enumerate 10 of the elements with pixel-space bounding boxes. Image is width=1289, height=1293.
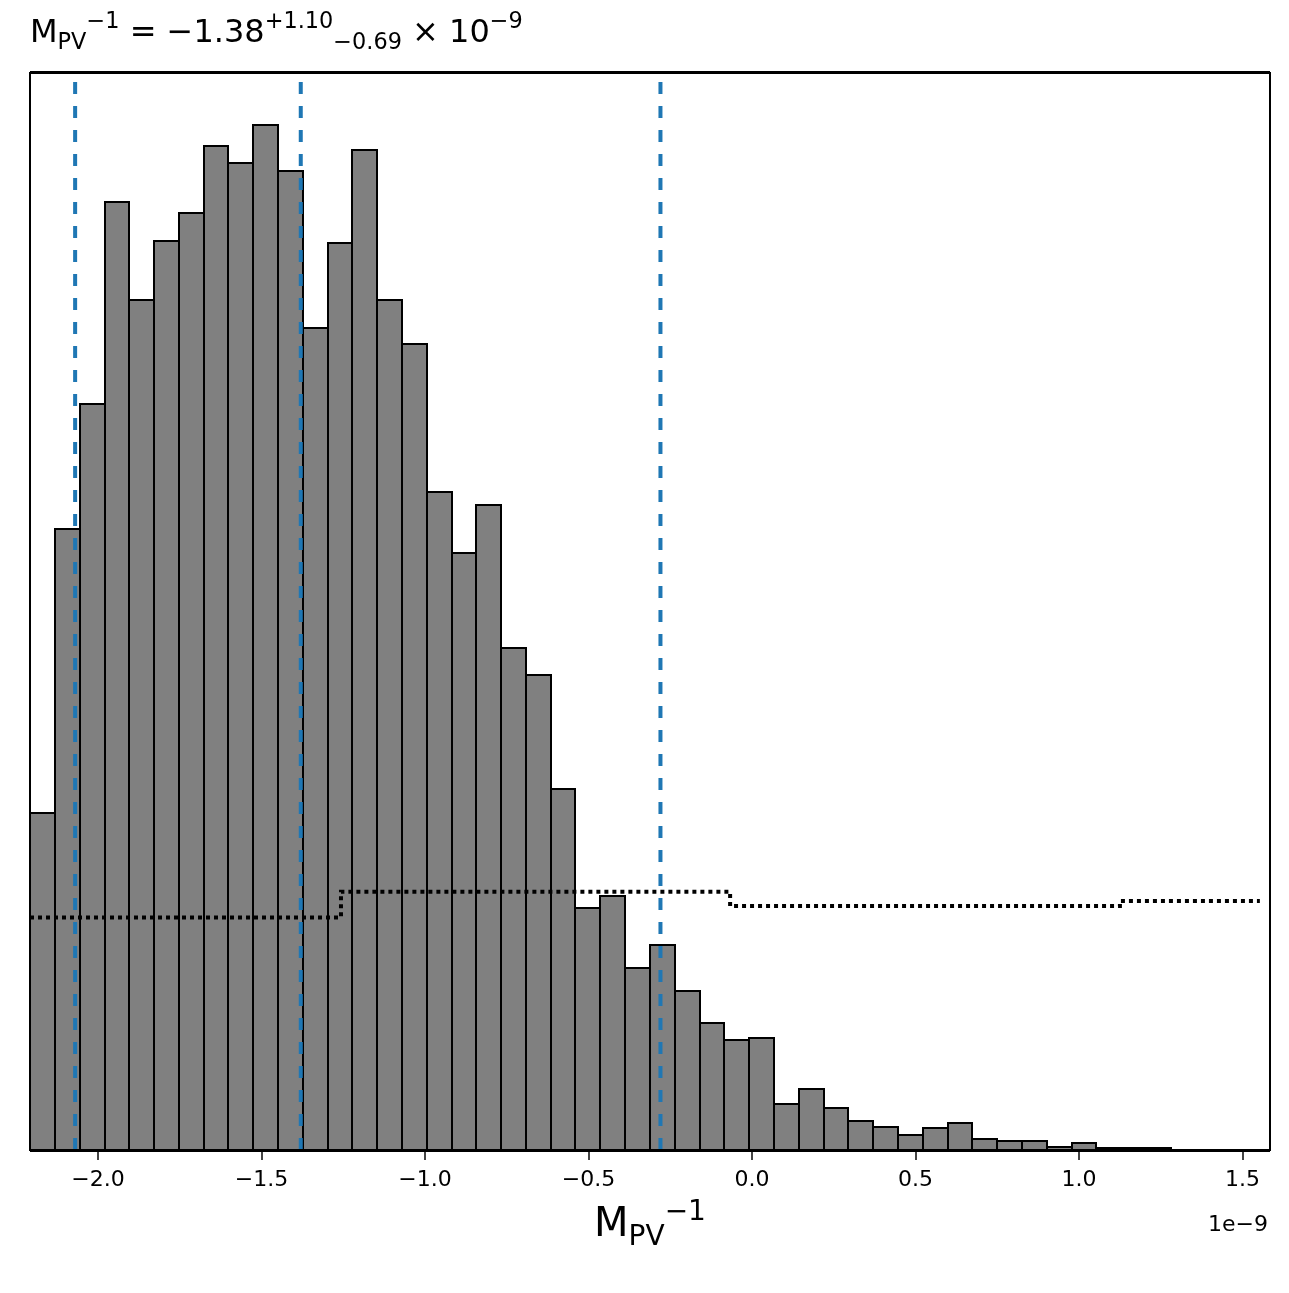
- x-tick-label: −1.5: [234, 1166, 289, 1192]
- chart-title: M$_{PV}$$^{−1}$ = −1.38$^{+1.10}$$_{−0.69}$ × 10$^{−9}$: [30, 7, 523, 54]
- text: 1e−9: [1208, 1211, 1268, 1236]
- x-tick-label: −2.0: [71, 1166, 125, 1192]
- x-tick-label: 0.0: [734, 1166, 770, 1192]
- x-tick-label: 1.0: [1061, 1166, 1097, 1192]
- x-tick-label: −0.5: [561, 1166, 616, 1192]
- x-tick-label: 1.5: [1225, 1166, 1261, 1192]
- x-tick-label: −1.0: [398, 1166, 452, 1192]
- x-tick-label: 0.5: [898, 1166, 934, 1192]
